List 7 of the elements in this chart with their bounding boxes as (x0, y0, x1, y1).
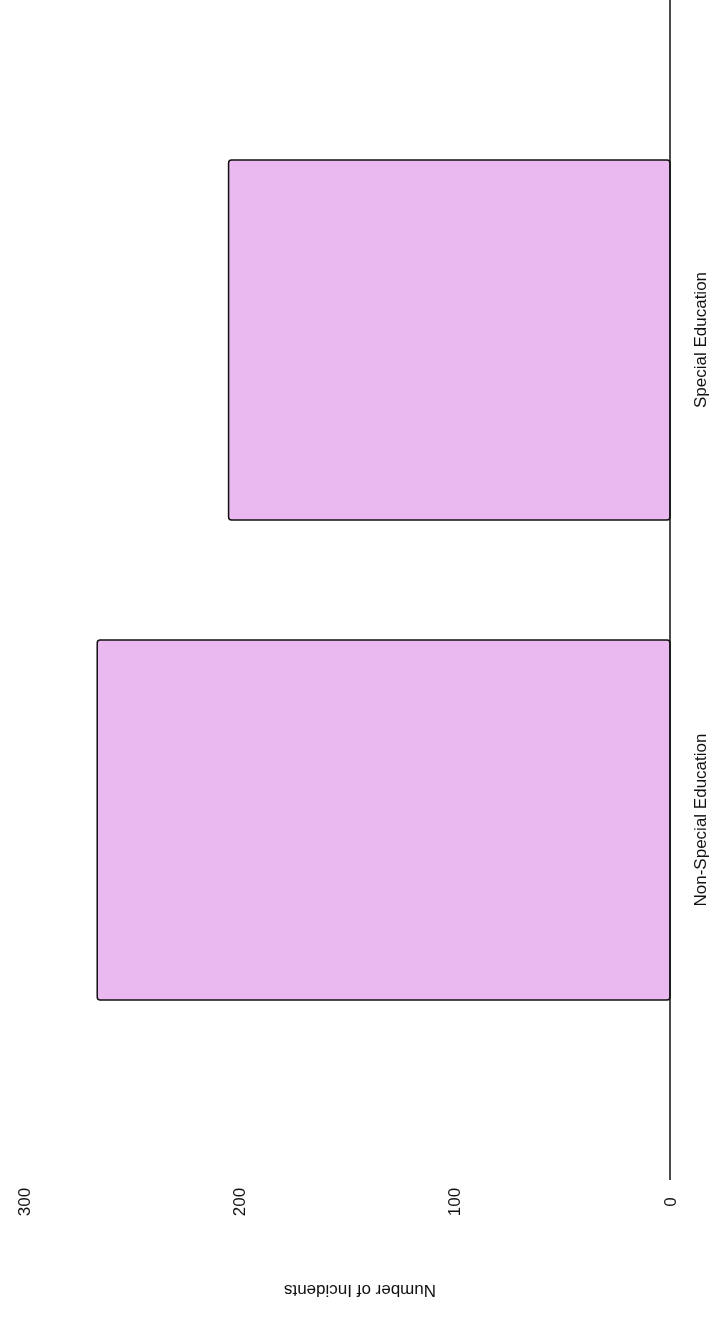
x-tick-label: 100 (445, 1187, 465, 1217)
x-tick-label: 200 (229, 1187, 249, 1217)
x-axis-title: Number of Incidents (283, 1280, 437, 1300)
y-tick-label: Special Education (690, 271, 710, 409)
x-tick-label: 0 (660, 1197, 680, 1207)
y-tick-label: Non-Special Education (690, 733, 710, 907)
x-tick-label: 300 (14, 1187, 34, 1217)
